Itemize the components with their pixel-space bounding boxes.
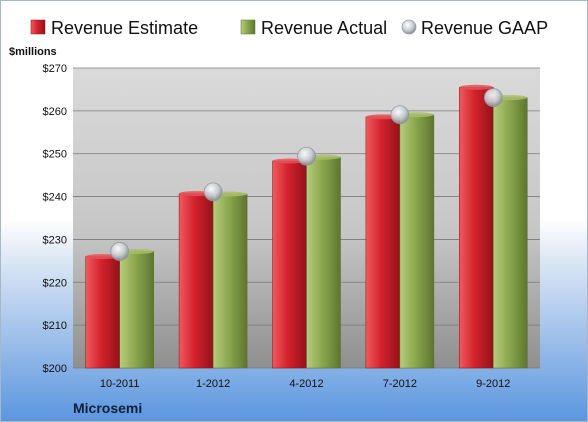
bars-group <box>85 84 528 369</box>
x-tick-label: 4-2012 <box>289 378 323 390</box>
y-tick-label: $240 <box>43 192 67 204</box>
x-tick-label: 10-2011 <box>100 378 140 390</box>
gaap-marker <box>483 88 503 107</box>
bar-estimate-top <box>459 84 494 90</box>
y-tick-label: $210 <box>43 320 67 332</box>
bar-estimate <box>85 256 120 369</box>
y-tick-label: $220 <box>43 277 67 289</box>
legend-label-estimate: Revenue Estimate <box>51 18 198 38</box>
x-axis-ticks: 10-2011 1-2012 4-2012 7-2012 9-2012 <box>100 378 511 390</box>
bar-estimate <box>365 116 401 369</box>
y-axis-unit-label: $millions <box>9 46 57 58</box>
bar-actual <box>399 114 435 369</box>
legend-swatch-actual <box>240 19 256 35</box>
gaap-markers <box>110 88 503 261</box>
legend-label-actual: Revenue Actual <box>261 18 387 38</box>
y-tick-label: $230 <box>43 234 67 246</box>
gaap-marker <box>203 182 223 202</box>
bar-actual <box>306 156 341 369</box>
y-axis-ticks: $200 $210 $220 $230 $240 $250 $260 $270 <box>43 63 67 375</box>
bar-actual <box>119 251 154 369</box>
x-tick-label: 9-2012 <box>476 378 510 390</box>
company-name: Microsemi <box>73 400 142 416</box>
chart-legend: Revenue Estimate Revenue Actual Revenue … <box>30 18 548 38</box>
legend-label-gaap: Revenue GAAP <box>421 18 548 38</box>
bar-estimate <box>178 193 214 369</box>
gaap-marker <box>390 105 410 125</box>
bar-estimate <box>459 87 494 369</box>
y-tick-label: $270 <box>43 63 67 75</box>
y-tick-label: $200 <box>43 363 67 375</box>
bar-actual <box>493 97 528 369</box>
bar-estimate <box>272 160 307 369</box>
y-tick-label: $260 <box>43 106 67 118</box>
legend-marker-gaap <box>401 19 417 35</box>
y-tick-label: $250 <box>43 149 67 161</box>
x-tick-label: 1-2012 <box>196 378 230 390</box>
gaap-marker <box>110 242 130 261</box>
bar-actual <box>212 193 248 369</box>
x-tick-label: 7-2012 <box>383 378 417 390</box>
legend-swatch-estimate <box>30 19 46 35</box>
gaap-marker <box>297 146 316 166</box>
